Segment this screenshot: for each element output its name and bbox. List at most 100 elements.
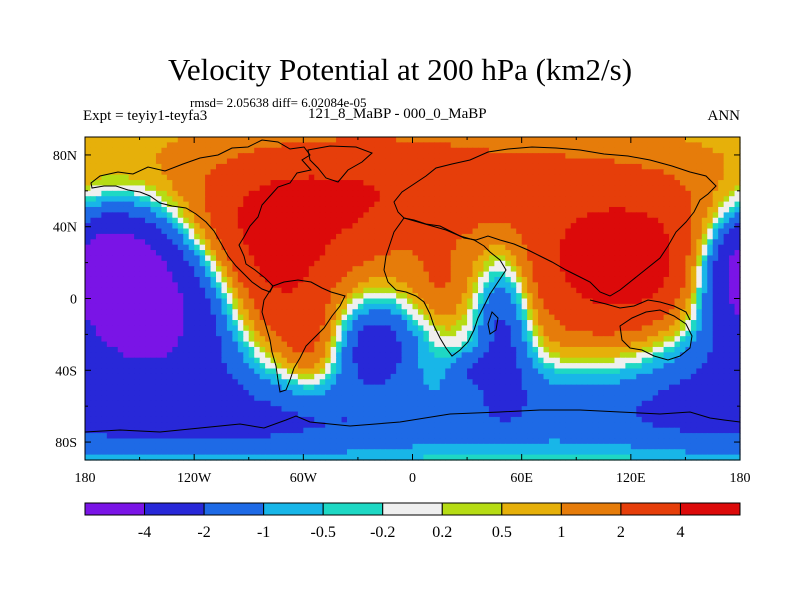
field-cell (636, 217, 643, 224)
field-cell (576, 330, 583, 337)
field-cell (336, 336, 343, 343)
field-cell (439, 169, 446, 176)
field-cell (652, 244, 659, 251)
field-cell (357, 266, 364, 273)
field-cell (308, 320, 315, 327)
field-cell (707, 287, 714, 294)
field-cell (276, 271, 283, 278)
field-cell (314, 217, 321, 224)
field-cell (95, 255, 102, 262)
field-cell (472, 303, 479, 310)
field-cell (434, 357, 441, 364)
field-cell (374, 142, 381, 149)
field-cell (712, 250, 719, 257)
field-cell (641, 153, 648, 160)
field-cell (221, 217, 228, 224)
field-cell (723, 341, 730, 348)
field-cell (510, 158, 517, 165)
field-cell (123, 142, 130, 149)
field-cell (139, 212, 146, 219)
field-cell (516, 174, 523, 181)
field-cell (123, 196, 130, 203)
field-cell (325, 293, 332, 300)
field-cell (216, 309, 223, 316)
field-cell (598, 190, 605, 197)
field-cell (729, 201, 736, 208)
field-cell (701, 303, 708, 310)
field-cell (521, 250, 528, 257)
field-cell (521, 206, 528, 213)
field-cell (139, 185, 146, 192)
field-cell (669, 276, 676, 283)
field-cell (554, 185, 561, 192)
field-cell (669, 266, 676, 273)
field-cell (461, 223, 468, 230)
field-cell (363, 309, 370, 316)
field-cell (663, 137, 670, 143)
field-cell (112, 309, 119, 316)
field-cell (265, 260, 272, 267)
field-cell (123, 190, 130, 197)
field-cell (407, 293, 414, 300)
field-cell (270, 255, 277, 262)
field-cell (276, 282, 283, 289)
field-cell (472, 201, 479, 208)
field-cell (352, 336, 359, 343)
field-cell (630, 223, 637, 230)
field-cell (161, 287, 168, 294)
field-cell (390, 180, 397, 187)
field-cell (472, 266, 479, 273)
field-cell (341, 330, 348, 337)
field-cell (428, 137, 435, 143)
field-cell (210, 196, 217, 203)
field-cell (407, 298, 414, 305)
field-cell (532, 282, 539, 289)
field-cell (461, 260, 468, 267)
field-cell (303, 137, 310, 143)
field-cell (270, 266, 277, 273)
field-cell (117, 212, 124, 219)
field-cell (488, 314, 495, 321)
field-cell (161, 336, 168, 343)
field-cell (516, 169, 523, 176)
field-cell (734, 137, 741, 143)
field-cell (614, 293, 621, 300)
field-cell (647, 352, 654, 359)
field-cell (407, 244, 414, 251)
field-cell (139, 266, 146, 273)
field-cell (723, 255, 730, 262)
field-cell (690, 137, 697, 143)
field-cell (166, 260, 173, 267)
field-cell (658, 163, 665, 170)
field-cell (548, 250, 556, 257)
field-cell (286, 260, 294, 267)
field-cell (527, 287, 534, 294)
field-cell (177, 142, 184, 149)
field-cell (548, 330, 556, 337)
field-cell (696, 174, 703, 181)
field-cell (177, 250, 184, 257)
field-cell (712, 341, 719, 348)
field-cell (226, 260, 233, 267)
field-cell (565, 244, 572, 251)
field-cell (254, 217, 261, 224)
field-cell (210, 287, 217, 294)
field-cell (161, 314, 168, 321)
field-cell (248, 185, 255, 192)
field-cell (90, 271, 97, 278)
field-cell (216, 206, 223, 213)
field-cell (281, 266, 288, 273)
field-cell (483, 217, 490, 224)
field-cell (674, 185, 681, 192)
field-cell (210, 228, 217, 235)
field-cell (527, 196, 534, 203)
field-cell (106, 137, 113, 143)
field-cell (276, 212, 283, 219)
field-cell (690, 250, 697, 257)
field-cell (417, 250, 425, 257)
field-cell (319, 153, 326, 160)
field-cell (276, 250, 283, 257)
field-cell (707, 346, 714, 353)
field-cell (297, 137, 304, 143)
field-cell (319, 185, 326, 192)
